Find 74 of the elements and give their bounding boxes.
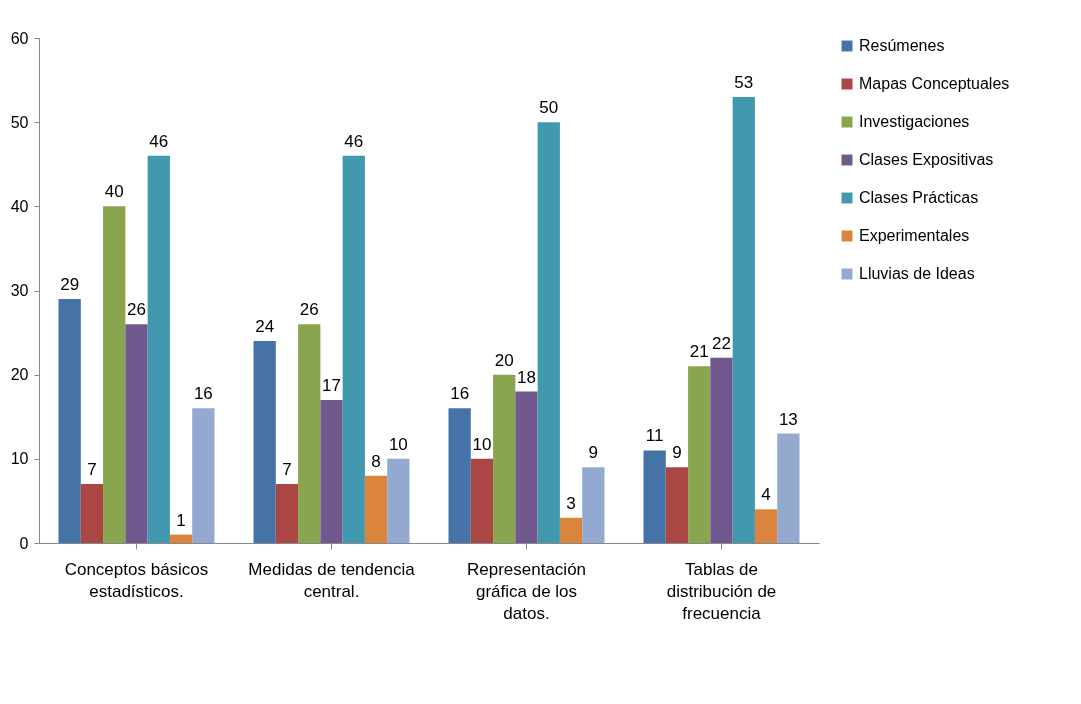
bar bbox=[298, 324, 321, 543]
data-label: 13 bbox=[778, 409, 798, 429]
data-label: 21 bbox=[689, 342, 709, 362]
bar bbox=[448, 408, 471, 543]
legend-label: Resúmenes bbox=[859, 37, 945, 54]
bar bbox=[688, 366, 711, 543]
bar bbox=[470, 458, 494, 543]
bar bbox=[754, 509, 778, 543]
bar bbox=[537, 122, 560, 543]
data-label: 46 bbox=[149, 131, 169, 151]
legend-label: Lluvias de Ideas bbox=[859, 265, 975, 282]
data-label: 46 bbox=[344, 131, 364, 151]
bar bbox=[147, 155, 170, 543]
data-label: 4 bbox=[761, 485, 771, 505]
bar bbox=[364, 475, 388, 543]
legend-label: Investigaciones bbox=[859, 113, 970, 130]
data-label: 26 bbox=[127, 300, 146, 320]
bar bbox=[253, 341, 276, 543]
bar bbox=[275, 484, 299, 543]
x-tick-label: Conceptos básicos estadísticos. bbox=[64, 559, 209, 601]
data-label: 7 bbox=[282, 460, 292, 480]
data-label: 10 bbox=[388, 434, 408, 454]
bar bbox=[169, 534, 193, 543]
bar bbox=[58, 298, 81, 543]
legend-label: Clases Prácticas bbox=[859, 189, 979, 206]
data-label: 26 bbox=[299, 300, 319, 320]
data-label: 20 bbox=[494, 350, 514, 370]
data-label: 16 bbox=[193, 384, 213, 404]
y-tick-label: 0 bbox=[19, 534, 29, 552]
data-label: 53 bbox=[734, 72, 754, 92]
x-tick-label: Tablas de distribución de frecuencia bbox=[666, 559, 777, 623]
bar bbox=[125, 324, 148, 543]
data-label: 18 bbox=[517, 367, 536, 387]
legend-label: Clases Expositivas bbox=[859, 151, 994, 168]
bar bbox=[493, 374, 516, 543]
data-label: 9 bbox=[672, 443, 682, 463]
data-label: 29 bbox=[60, 274, 80, 294]
data-label: 7 bbox=[87, 460, 97, 480]
bar bbox=[559, 517, 583, 543]
x-tick-label: Representación gráfica de los datos. bbox=[466, 559, 587, 623]
y-tick-label: 50 bbox=[10, 113, 29, 131]
bar bbox=[710, 357, 733, 543]
legend-label: Mapas Conceptuales bbox=[859, 75, 1010, 92]
y-tick-label: 60 bbox=[10, 29, 29, 47]
y-tick-label: 10 bbox=[10, 450, 29, 468]
data-label: 17 bbox=[322, 375, 341, 395]
bar bbox=[643, 450, 666, 543]
data-label: 24 bbox=[255, 317, 275, 336]
data-label: 9 bbox=[588, 443, 599, 463]
legend-label: Experimentales bbox=[859, 227, 970, 244]
bar bbox=[387, 458, 410, 543]
y-tick-label: 40 bbox=[10, 197, 29, 215]
bar bbox=[515, 391, 538, 543]
bar bbox=[582, 467, 605, 543]
bar bbox=[192, 408, 215, 543]
bar bbox=[320, 399, 343, 543]
data-label: 40 bbox=[104, 182, 124, 202]
data-label: 16 bbox=[450, 384, 470, 404]
data-label: 11 bbox=[645, 426, 664, 446]
data-label: 8 bbox=[371, 451, 381, 471]
bar bbox=[342, 155, 365, 543]
y-tick-label: 30 bbox=[10, 282, 29, 299]
bar bbox=[732, 96, 755, 543]
data-label: 1 bbox=[176, 510, 186, 530]
data-label: 22 bbox=[712, 333, 731, 353]
y-tick-label: 20 bbox=[10, 366, 29, 384]
bar bbox=[777, 433, 800, 543]
bar bbox=[665, 467, 689, 543]
bar bbox=[103, 206, 126, 543]
x-tick-label: Medidas de tendencia central. bbox=[248, 559, 416, 601]
data-label: 3 bbox=[566, 493, 576, 513]
data-label: 50 bbox=[539, 98, 559, 118]
bar bbox=[80, 484, 104, 543]
data-label: 10 bbox=[472, 434, 492, 454]
